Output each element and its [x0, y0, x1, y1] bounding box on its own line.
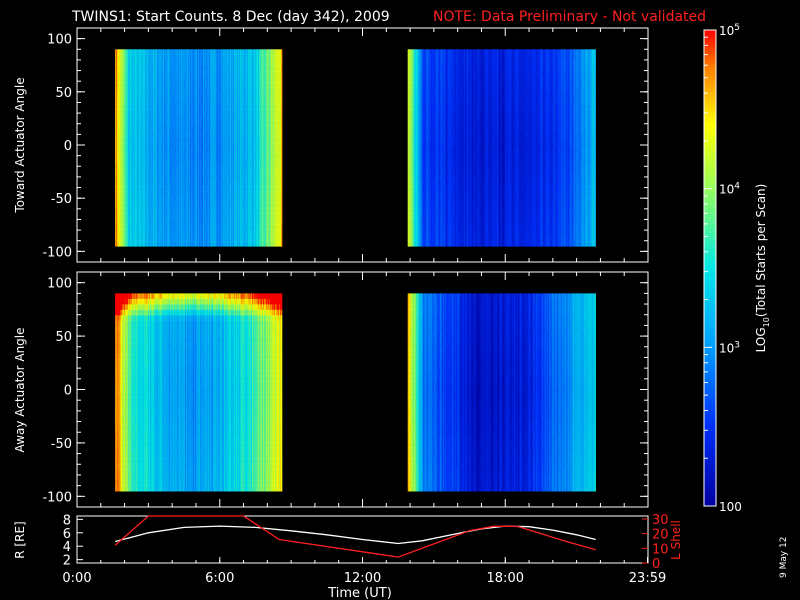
heatmap-block	[115, 49, 282, 246]
chart-title: TWINS1: Start Counts. 8 Dec (day 342), 2…	[71, 9, 390, 25]
data-note: NOTE: Data Preliminary - Not validated	[433, 9, 706, 25]
